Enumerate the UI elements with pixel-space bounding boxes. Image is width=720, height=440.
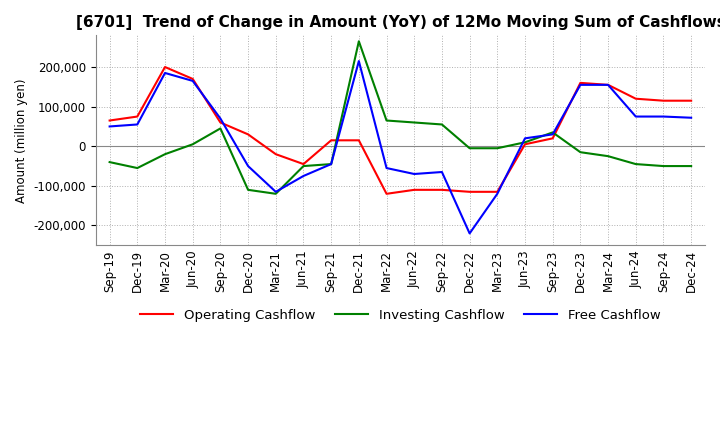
Operating Cashflow — [216, 120, 225, 125]
Free Cashflow — [299, 173, 307, 179]
Investing Cashflow — [133, 165, 142, 171]
Title: [6701]  Trend of Change in Amount (YoY) of 12Mo Moving Sum of Cashflows: [6701] Trend of Change in Amount (YoY) o… — [76, 15, 720, 30]
Free Cashflow — [189, 78, 197, 84]
Operating Cashflow — [244, 132, 253, 137]
Operating Cashflow — [189, 76, 197, 81]
Investing Cashflow — [189, 142, 197, 147]
Operating Cashflow — [631, 96, 640, 101]
Free Cashflow — [659, 114, 667, 119]
Operating Cashflow — [493, 189, 502, 194]
Operating Cashflow — [549, 136, 557, 141]
Free Cashflow — [161, 70, 169, 76]
Free Cashflow — [438, 169, 446, 175]
Free Cashflow — [382, 165, 391, 171]
Investing Cashflow — [327, 161, 336, 167]
Operating Cashflow — [271, 151, 280, 157]
Free Cashflow — [327, 161, 336, 167]
Legend: Operating Cashflow, Investing Cashflow, Free Cashflow: Operating Cashflow, Investing Cashflow, … — [135, 303, 666, 327]
Operating Cashflow — [410, 187, 418, 192]
Free Cashflow — [521, 136, 529, 141]
Operating Cashflow — [521, 142, 529, 147]
Investing Cashflow — [299, 163, 307, 169]
Investing Cashflow — [244, 187, 253, 192]
Investing Cashflow — [465, 146, 474, 151]
Free Cashflow — [354, 59, 363, 64]
Operating Cashflow — [604, 82, 613, 88]
Free Cashflow — [493, 191, 502, 196]
Free Cashflow — [576, 82, 585, 88]
Operating Cashflow — [105, 118, 114, 123]
Free Cashflow — [410, 171, 418, 176]
Line: Operating Cashflow: Operating Cashflow — [109, 67, 691, 194]
Investing Cashflow — [631, 161, 640, 167]
Free Cashflow — [549, 132, 557, 137]
Free Cashflow — [216, 116, 225, 121]
Free Cashflow — [105, 124, 114, 129]
Free Cashflow — [687, 115, 696, 121]
Investing Cashflow — [105, 159, 114, 165]
Free Cashflow — [465, 231, 474, 236]
Investing Cashflow — [161, 151, 169, 157]
Investing Cashflow — [438, 122, 446, 127]
Investing Cashflow — [271, 191, 280, 196]
Line: Free Cashflow: Free Cashflow — [109, 61, 691, 233]
Y-axis label: Amount (million yen): Amount (million yen) — [15, 78, 28, 202]
Investing Cashflow — [549, 130, 557, 135]
Free Cashflow — [244, 163, 253, 169]
Operating Cashflow — [299, 161, 307, 167]
Investing Cashflow — [604, 154, 613, 159]
Operating Cashflow — [161, 64, 169, 70]
Operating Cashflow — [354, 138, 363, 143]
Investing Cashflow — [493, 146, 502, 151]
Operating Cashflow — [659, 98, 667, 103]
Investing Cashflow — [687, 163, 696, 169]
Free Cashflow — [271, 189, 280, 194]
Operating Cashflow — [133, 114, 142, 119]
Operating Cashflow — [576, 80, 585, 85]
Operating Cashflow — [327, 138, 336, 143]
Free Cashflow — [604, 82, 613, 88]
Line: Investing Cashflow: Investing Cashflow — [109, 41, 691, 194]
Free Cashflow — [631, 114, 640, 119]
Operating Cashflow — [687, 98, 696, 103]
Investing Cashflow — [410, 120, 418, 125]
Investing Cashflow — [576, 150, 585, 155]
Investing Cashflow — [354, 39, 363, 44]
Free Cashflow — [133, 122, 142, 127]
Investing Cashflow — [521, 139, 529, 145]
Operating Cashflow — [382, 191, 391, 196]
Investing Cashflow — [216, 126, 225, 131]
Investing Cashflow — [382, 118, 391, 123]
Operating Cashflow — [465, 189, 474, 194]
Operating Cashflow — [438, 187, 446, 192]
Investing Cashflow — [659, 163, 667, 169]
